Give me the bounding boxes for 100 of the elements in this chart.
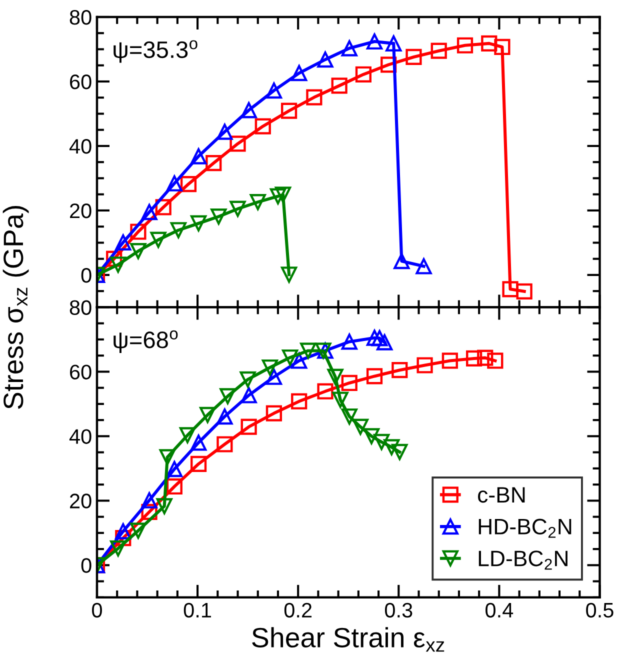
y-axis-title: Stress σ$_{xz}$ (GPa) — [2, 206, 29, 409]
point — [376, 334, 393, 350]
point — [216, 408, 233, 425]
x-tick-label: 0 — [92, 602, 102, 618]
point — [155, 199, 172, 216]
annotation: ψ=68$^{o}$ — [114, 330, 178, 353]
point — [380, 56, 397, 73]
point — [341, 334, 358, 350]
point — [502, 281, 518, 298]
point — [416, 258, 432, 274]
point — [230, 136, 246, 152]
point — [494, 38, 510, 56]
point — [366, 368, 383, 384]
x-tick-label: 0.2 — [284, 602, 312, 618]
point — [141, 504, 158, 520]
point — [262, 359, 278, 376]
point — [366, 33, 383, 50]
point — [280, 266, 298, 283]
point — [240, 418, 257, 435]
point — [317, 52, 334, 68]
point — [394, 253, 410, 270]
point — [190, 456, 207, 472]
point — [386, 35, 402, 52]
point — [332, 392, 348, 408]
legend-label: LD-BC$_{2}$N — [478, 550, 568, 570]
y-tick-label: 20 — [70, 494, 92, 508]
point — [240, 371, 256, 388]
point — [317, 383, 334, 400]
point — [166, 461, 182, 478]
point — [230, 200, 246, 217]
point — [216, 436, 233, 452]
point — [291, 65, 308, 82]
point — [130, 224, 146, 240]
point — [266, 82, 282, 99]
x-tick-label: 0.1 — [184, 602, 212, 618]
x-tick-label: 0.3 — [384, 602, 412, 618]
point — [392, 444, 408, 460]
point — [115, 234, 132, 250]
legend-label: c-BN — [478, 487, 525, 503]
point — [130, 243, 146, 260]
point — [280, 102, 298, 119]
point — [466, 350, 482, 367]
point — [300, 342, 316, 359]
y-tick-label: 0 — [81, 268, 92, 283]
point — [200, 406, 216, 423]
y-tick-label: 40 — [69, 138, 92, 154]
y-tick-label: 20 — [70, 203, 92, 218]
legend-label: HD-BC$_{2}$N — [478, 518, 572, 538]
point — [331, 78, 348, 94]
point — [166, 175, 182, 192]
point — [341, 374, 358, 392]
annotation: ψ=35.3$^{o}$ — [114, 40, 198, 63]
point — [456, 37, 474, 54]
y-tick-label: 40 — [69, 429, 92, 444]
point — [352, 418, 368, 435]
point — [487, 352, 504, 369]
point — [170, 222, 186, 238]
point — [190, 434, 207, 451]
point — [110, 540, 126, 556]
x-tick-label: 0.5 — [586, 602, 614, 618]
point — [206, 155, 222, 172]
point — [266, 405, 282, 422]
point — [477, 350, 494, 366]
point — [306, 89, 322, 106]
x-tick-label: 0.4 — [486, 602, 514, 618]
point — [384, 439, 400, 456]
point — [115, 523, 132, 540]
point — [416, 357, 433, 374]
point — [516, 283, 532, 300]
point — [266, 368, 282, 385]
point — [250, 194, 266, 210]
x-axis-title: Shear Strain ε$_{xz}$ — [252, 627, 444, 652]
point — [156, 498, 172, 514]
point — [240, 387, 257, 404]
point — [274, 186, 292, 203]
point — [110, 256, 126, 273]
point — [166, 478, 182, 495]
y-tick-label: 80 — [70, 300, 92, 315]
point — [270, 188, 286, 204]
point — [430, 42, 447, 59]
point — [240, 102, 257, 118]
point — [190, 215, 207, 232]
point — [210, 208, 227, 225]
point — [141, 492, 158, 508]
point — [291, 393, 308, 410]
point — [442, 352, 458, 369]
y-tick-label: 60 — [70, 74, 92, 90]
point — [282, 349, 298, 366]
point — [355, 66, 372, 82]
y-tick-label: 80 — [70, 10, 92, 25]
point — [327, 368, 344, 385]
point — [481, 35, 498, 52]
point — [220, 388, 236, 404]
point — [371, 330, 388, 346]
point — [106, 250, 122, 267]
point — [216, 124, 233, 140]
point — [341, 408, 358, 425]
point — [159, 449, 176, 466]
point — [254, 118, 271, 134]
point — [141, 204, 158, 220]
